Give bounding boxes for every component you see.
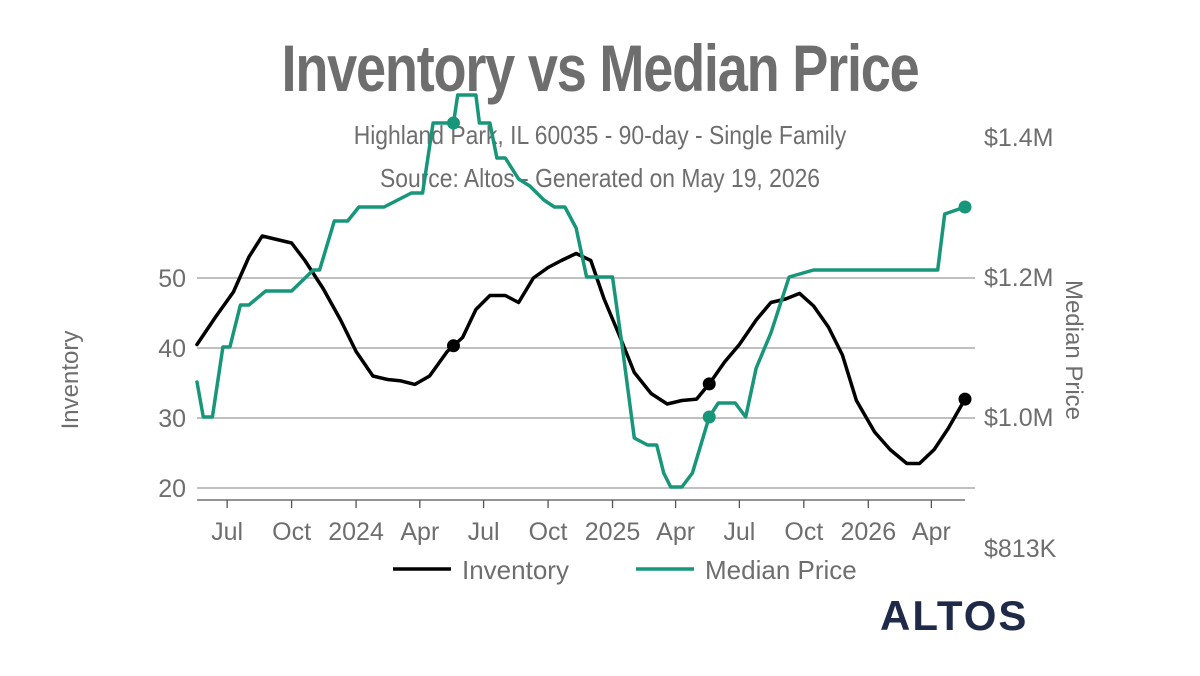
y-axis-right-label: Median Price [1060,280,1087,420]
y-left-tick-label: 40 [158,335,186,363]
left-axis-ticks: 20 30 40 50 [158,265,186,503]
x-tick-label: 2024 [328,518,384,546]
y-right-tick-label: $1.4M [984,124,1053,152]
right-axis-ticks: $813K $1.0M $1.2M $1.4M [984,124,1057,563]
y-axis-left-label: Inventory [57,331,84,430]
altos-logo: ALTOS [880,592,1029,639]
legend: Inventory Median Price [393,555,857,585]
x-tick-label: Oct [529,518,568,546]
median-price-series-line [195,93,967,489]
x-tick-label: Apr [912,518,951,546]
x-axis-ticks: Jul Oct 2024 Apr Jul Oct 2025 Apr Jul Oct 2026 Apr [197,499,965,546]
chart-title: Inventory vs Median Price [281,31,920,105]
x-tick-label: Apr [656,518,695,546]
x-tick-label: Oct [272,518,311,546]
grid-lines [197,277,975,489]
median-price-marker [446,116,460,130]
x-tick-label: Apr [400,518,439,546]
inventory-marker [702,377,716,391]
inventory-marker [446,339,460,353]
series-layer [195,93,967,489]
x-tick-label: 2026 [840,518,896,546]
x-tick-label: 2025 [585,518,641,546]
x-tick-label: Jul [468,518,500,546]
chart-subtitle-location: Highland Park, IL 60035 - 90-day - Singl… [353,120,847,150]
legend-inventory-label: Inventory [462,555,569,585]
x-tick-label: Jul [723,518,755,546]
series-markers [446,116,972,424]
x-tick-label: Jul [211,518,243,546]
median-price-marker [702,410,716,424]
legend-median-price-label: Median Price [705,555,857,585]
inventory-end-marker [958,392,972,406]
y-right-tick-label: $1.0M [984,404,1053,432]
y-right-tick-label: $1.2M [984,264,1053,292]
y-right-tick-label: $813K [984,535,1057,563]
y-left-tick-label: 20 [158,475,186,503]
y-left-tick-label: 30 [158,405,186,433]
x-tick-label: Oct [784,518,823,546]
y-left-tick-label: 50 [158,265,186,293]
chart-subtitle-source: Source: Altos - Generated on May 19, 202… [379,163,821,193]
median-price-end-marker [958,200,972,214]
